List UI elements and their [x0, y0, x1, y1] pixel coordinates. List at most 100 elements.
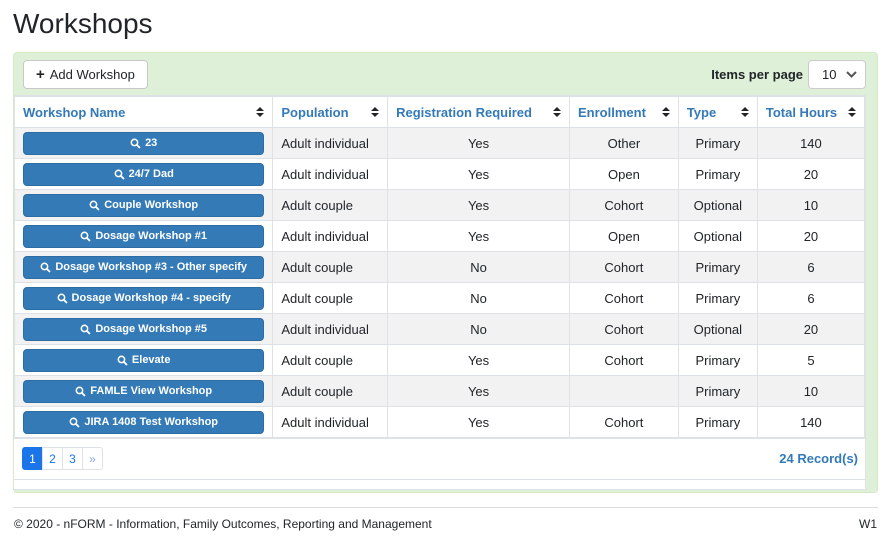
workshop-link-button[interactable]: Elevate: [23, 348, 265, 372]
column-header-label: Registration Required: [396, 104, 532, 120]
column-header-registration-required[interactable]: Registration Required: [387, 96, 571, 129]
workshop-link-button[interactable]: Couple Workshop: [23, 193, 265, 217]
table-row: Dosage Workshop #4 - specify Adult couple…: [13, 282, 866, 315]
population-cell: Adult couple: [272, 344, 389, 377]
enrollment-cell: Open: [569, 158, 679, 191]
workshop-link-button[interactable]: 24/7 Dad: [23, 162, 265, 186]
workshop-link-button[interactable]: 23: [23, 131, 265, 155]
sort-icon: [371, 107, 380, 118]
items-per-page-value: 10: [822, 67, 837, 83]
column-header-label: Type: [686, 104, 717, 120]
pagination-page-3[interactable]: 3: [62, 447, 83, 471]
workshop-name-cell: 23: [13, 127, 274, 160]
table-row: FAMLE View Workshop Adult couple Yes Primar…: [13, 375, 866, 408]
total-hours-cell: 140: [756, 406, 866, 439]
workshops-panel: + Add Workshop Items per page 10: [13, 52, 878, 494]
table-header-row: Workshop Name Population Registration Requ…: [13, 96, 866, 129]
plus-icon: +: [36, 66, 45, 84]
registration-required-cell: No: [387, 251, 571, 284]
population-cell: Adult individual: [272, 158, 389, 191]
table-row: Elevate Adult couple Yes Cohort Primary 5: [13, 344, 866, 377]
workshop-name-cell: Couple Workshop: [13, 189, 274, 222]
registration-required-cell: Yes: [387, 189, 571, 222]
type-cell: Optional: [677, 220, 758, 253]
column-header-type[interactable]: Type: [677, 96, 758, 129]
workshops-table: Workshop Name Population Registration Requ…: [13, 96, 866, 439]
panel-bottom-strip: [14, 479, 865, 490]
pagination-page-2[interactable]: 2: [42, 447, 63, 471]
pagination-next-button[interactable]: »: [82, 447, 103, 471]
workshop-name-label: 24/7 Dad: [128, 167, 174, 180]
chevron-down-icon: [846, 71, 857, 79]
population-cell: Adult individual: [272, 406, 389, 439]
type-cell: Primary: [677, 375, 758, 408]
workshop-name-cell: Dosage Workshop #5: [13, 313, 274, 346]
sort-icon: [256, 107, 265, 118]
registration-required-cell: No: [387, 282, 571, 315]
column-header-label: Population: [281, 104, 349, 120]
search-icon: [80, 231, 91, 242]
total-hours-cell: 6: [756, 251, 866, 284]
pagination-page-1[interactable]: 1: [22, 447, 43, 471]
workshop-name-cell: JIRA 1408 Test Workshop: [13, 406, 274, 439]
population-cell: Adult couple: [272, 375, 389, 408]
registration-required-cell: Yes: [387, 375, 571, 408]
population-cell: Adult individual: [272, 220, 389, 253]
workshop-name-label: Elevate: [131, 353, 171, 366]
workshop-link-button[interactable]: FAMLE View Workshop: [23, 379, 265, 403]
enrollment-cell: Cohort: [569, 251, 679, 284]
workshop-name-label: Dosage Workshop #5: [95, 322, 208, 335]
column-header-enrollment[interactable]: Enrollment: [569, 96, 679, 129]
total-hours-cell: 20: [756, 158, 866, 191]
column-header-label: Total Hours: [765, 104, 838, 120]
type-cell: Optional: [677, 189, 758, 222]
population-cell: Adult individual: [272, 313, 389, 346]
sort-icon: [553, 107, 562, 118]
table-footer: 1 2 3» 24 Record(s): [14, 438, 865, 479]
workshop-name-cell: Elevate: [13, 344, 274, 377]
sort-icon: [848, 107, 856, 118]
record-count: 24 Record(s): [779, 451, 858, 467]
add-workshop-button[interactable]: + Add Workshop: [23, 60, 148, 90]
column-header-total-hours[interactable]: Total Hours: [756, 96, 866, 129]
table-row: Dosage Workshop #1 Adult individual Yes Ope…: [13, 220, 866, 253]
population-cell: Adult couple: [272, 189, 389, 222]
enrollment-cell: Other: [569, 127, 679, 160]
registration-required-cell: Yes: [387, 344, 571, 377]
search-icon: [40, 262, 51, 273]
table-row: Couple Workshop Adult couple Yes Cohort Opti…: [13, 189, 866, 222]
footer-version: W1: [859, 517, 877, 532]
workshop-name-cell: Dosage Workshop #4 - specify: [13, 282, 274, 315]
column-header-population[interactable]: Population: [272, 96, 389, 129]
population-cell: Adult couple: [272, 251, 389, 284]
type-cell: Primary: [677, 282, 758, 315]
total-hours-cell: 20: [756, 313, 866, 346]
toolbar: + Add Workshop Items per page 10: [14, 53, 877, 95]
workshop-link-button[interactable]: JIRA 1408 Test Workshop: [23, 410, 265, 434]
enrollment-cell: Cohort: [569, 282, 679, 315]
workshop-name-cell: Dosage Workshop #1: [13, 220, 274, 253]
table-row: Dosage Workshop #5 Adult individual No Coho…: [13, 313, 866, 346]
enrollment-cell: Cohort: [569, 406, 679, 439]
search-icon: [89, 200, 100, 211]
workshop-link-button[interactable]: Dosage Workshop #1: [23, 224, 265, 248]
items-per-page-select[interactable]: 10: [808, 60, 866, 90]
total-hours-cell: 20: [756, 220, 866, 253]
registration-required-cell: Yes: [387, 406, 571, 439]
table-container: Workshop Name Population Registration Requ…: [13, 95, 866, 491]
workshop-name-label: 23: [145, 136, 158, 149]
population-cell: Adult couple: [272, 282, 389, 315]
workshop-link-button[interactable]: Dosage Workshop #3 - Other specify: [23, 255, 265, 279]
table-row: 24/7 Dad Adult individual Yes Open Primary 20: [13, 158, 866, 191]
column-header-workshop-name[interactable]: Workshop Name: [13, 96, 274, 129]
workshop-name-cell: FAMLE View Workshop: [13, 375, 274, 408]
total-hours-cell: 10: [756, 375, 866, 408]
footer-divider: [13, 507, 878, 509]
footer-copyright: © 2020 - nFORM - Information, Family Out…: [14, 517, 432, 532]
total-hours-cell: 6: [756, 282, 866, 315]
workshop-link-button[interactable]: Dosage Workshop #5: [23, 317, 265, 341]
workshop-link-button[interactable]: Dosage Workshop #4 - specify: [23, 286, 265, 310]
enrollment-cell: Cohort: [569, 189, 679, 222]
enrollment-cell: Cohort: [569, 313, 679, 346]
workshop-name-label: JIRA 1408 Test Workshop: [84, 415, 219, 428]
